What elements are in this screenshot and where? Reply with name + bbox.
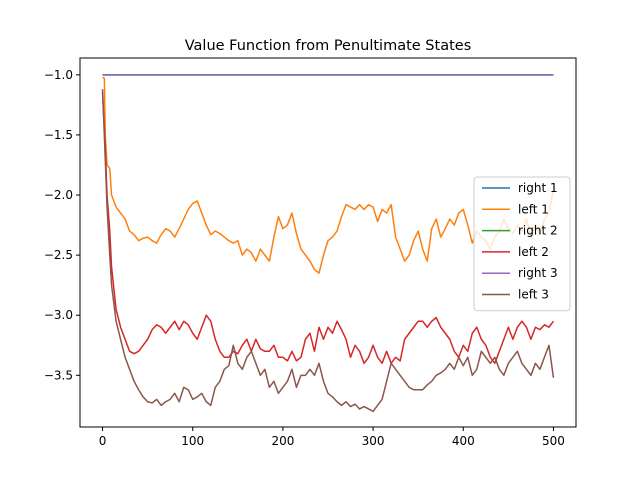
axes-frame: [79, 57, 577, 428]
legend-label: left 1: [518, 202, 549, 216]
legend-label: right 2: [518, 224, 558, 238]
series-line-left-2: [101, 92, 555, 365]
y-tick-label: −2.5: [44, 248, 73, 262]
x-tick-label: 300: [362, 434, 385, 448]
y-tick-label: −2.0: [44, 188, 73, 202]
legend-label: left 2: [518, 245, 549, 259]
chart-title: Value Function from Penultimate States: [185, 38, 472, 54]
legend-label: right 3: [518, 266, 558, 280]
legend-box: [473, 176, 571, 312]
x-tick-label: 400: [452, 434, 475, 448]
y-tick-label: −1.0: [44, 68, 73, 82]
y-axis: −1.0 −1.5 −2.0 −2.5 −3.0 −3.5: [44, 68, 80, 382]
x-tick-label: 500: [542, 434, 565, 448]
x-tick-label: 200: [271, 434, 294, 448]
y-tick-label: −3.0: [44, 308, 73, 322]
series-line-left-3: [101, 89, 555, 413]
x-tick-label: 100: [181, 434, 204, 448]
plot-area: [101, 74, 555, 413]
legend: right 1 left 1 right 2 left 2 right 3 left 3: [473, 176, 571, 312]
legend-label: left 3: [518, 288, 549, 302]
x-axis: 0 100 200 300 400 500: [99, 427, 565, 448]
y-tick-label: −3.5: [44, 368, 73, 382]
legend-label: right 1: [518, 181, 558, 195]
y-tick-label: −1.5: [44, 128, 73, 142]
x-tick-label: 0: [99, 434, 107, 448]
